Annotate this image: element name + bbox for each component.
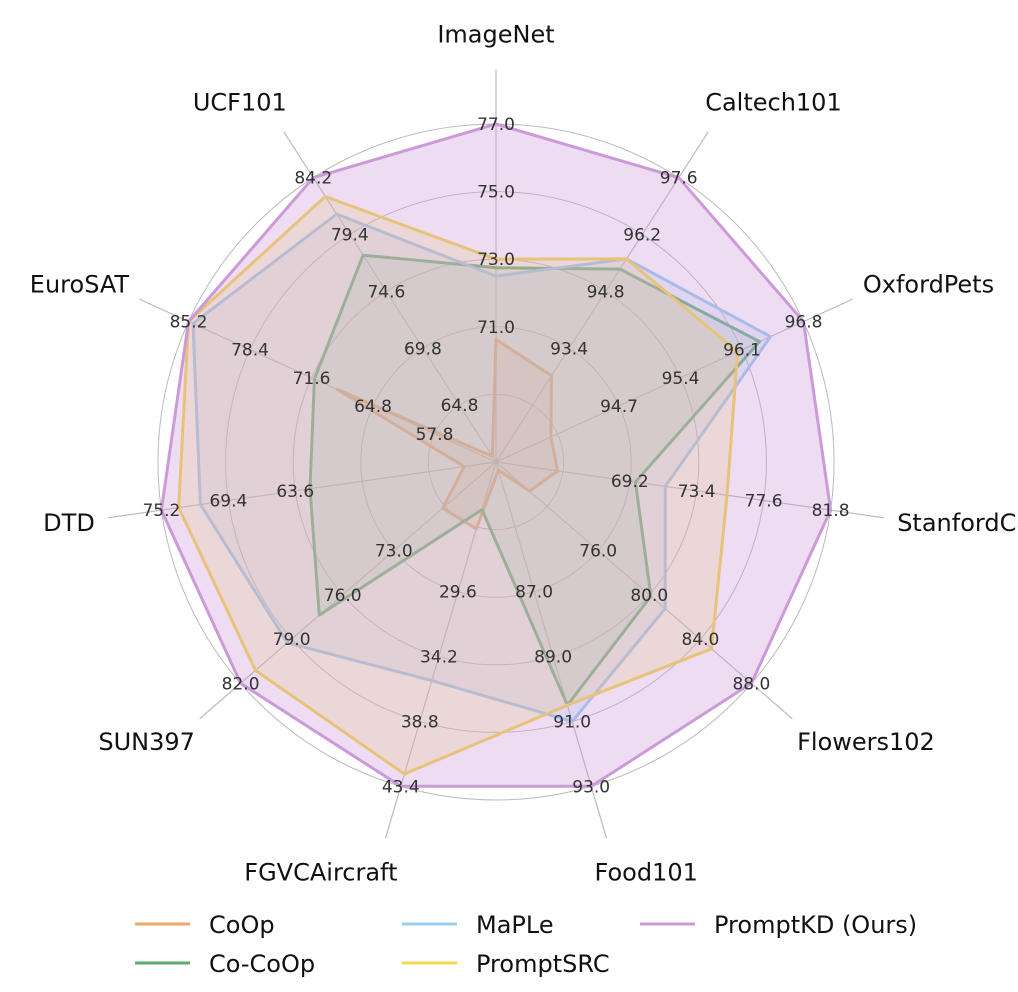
tick-label-food101: 89.0 (534, 648, 572, 668)
spoke-oxfordpets (495, 298, 853, 463)
tick-label-dtd: 63.6 (276, 482, 314, 502)
tick-label-flowers102: 80.0 (630, 586, 668, 606)
tick-label-fgvcaircraft: 38.8 (401, 712, 439, 732)
legend-label: MaPLe (476, 911, 554, 939)
tick-label-flowers102: 88.0 (732, 674, 770, 694)
tick-label-caltech101: 97.6 (660, 169, 698, 189)
tick-label-caltech101: 94.8 (587, 282, 625, 302)
tick-label-imagenet: 75.0 (477, 183, 515, 203)
tick-label-eurosat: 85.2 (170, 313, 208, 333)
axis-label-oxfordpets: OxfordPets (863, 270, 994, 298)
tick-label-fgvcaircraft: 29.6 (439, 583, 477, 603)
tick-label-stanfordcars: 81.8 (812, 501, 850, 521)
spoke-ucf101 (283, 131, 497, 463)
axis-label-food101: Food101 (595, 858, 698, 886)
legend-item-promptsrc: PromptSRC (402, 950, 610, 978)
tick-label-oxfordpets: 96.8 (785, 313, 823, 333)
tick-label-eurosat: 57.8 (416, 425, 454, 445)
spoke-food101 (495, 461, 608, 839)
tick-label-sun397: 82.0 (222, 674, 260, 694)
tick-label-flowers102: 84.0 (681, 630, 719, 650)
tick-label-sun397: 73.0 (375, 542, 413, 562)
tick-label-ucf101: 74.6 (367, 282, 405, 302)
spoke-flowers102 (495, 461, 793, 720)
legend: CoOp Co-CoOp MaPLe PromptSRC PromptKD (Ours) (135, 911, 917, 978)
tick-label-oxfordpets: 95.4 (662, 369, 700, 389)
spoke-dtd (107, 461, 497, 519)
series-co-coop (308, 253, 761, 707)
tick-label-food101: 93.0 (572, 777, 610, 797)
tick-label-ucf101: 84.2 (294, 169, 332, 189)
series-promptsrc (177, 195, 740, 776)
tick-label-oxfordpets: 96.1 (723, 341, 761, 361)
tick-label-fgvcaircraft: 43.4 (382, 777, 420, 797)
legend-label: Co-CoOp (209, 950, 315, 978)
tick-label-ucf101: 79.4 (331, 226, 369, 246)
tick-label-caltech101: 96.2 (623, 226, 661, 246)
series-promptkd-ours (159, 122, 833, 788)
tick-label-oxfordpets: 94.7 (600, 397, 638, 417)
tick-label-sun397: 76.0 (324, 586, 362, 606)
series-maple (191, 212, 772, 723)
spoke-caltech101 (495, 131, 709, 463)
tick-label-eurosat: 64.8 (354, 397, 392, 417)
radar-grid (107, 69, 885, 839)
legend-item-co-coop: Co-CoOp (135, 950, 315, 978)
tick-label-imagenet: 77.0 (477, 115, 515, 135)
axis-label-fgvcaircraft: FGVCAircraft (244, 858, 397, 886)
legend-item-promptkd-ours: PromptKD (Ours) (640, 911, 917, 939)
axis-label-sun397: SUN397 (98, 728, 195, 756)
spoke-stanfordcars (495, 461, 885, 519)
legend-item-coop: CoOp (135, 911, 275, 939)
legend-label: PromptSRC (476, 950, 610, 978)
tick-label-ucf101: 64.8 (441, 396, 479, 416)
radar-axis-labels: ImageNet Caltech101 OxfordPets StanfordCars… (30, 20, 1018, 886)
axis-label-ucf101: UCF101 (193, 88, 287, 116)
axis-label-eurosat: EuroSAT (30, 270, 130, 298)
spoke-sun397 (199, 461, 497, 720)
tick-label-eurosat: 78.4 (231, 341, 269, 361)
tick-label-dtd: 69.4 (209, 492, 247, 512)
tick-label-imagenet: 71.0 (477, 318, 515, 338)
tick-label-stanfordcars: 77.6 (745, 492, 783, 512)
tick-label-food101: 91.0 (553, 712, 591, 732)
legend-item-maple: MaPLe (402, 911, 554, 939)
tick-label-fgvcaircraft: 34.2 (420, 648, 458, 668)
tick-label-stanfordcars: 73.4 (678, 482, 716, 502)
tick-label-imagenet: 73.0 (477, 250, 515, 270)
series-coop (335, 338, 560, 531)
axis-label-flowers102: Flowers102 (797, 728, 935, 756)
tick-label-flowers102: 76.0 (579, 542, 617, 562)
tick-label-eurosat: 71.6 (293, 369, 331, 389)
tick-label-dtd: 75.2 (142, 501, 180, 521)
legend-label: PromptKD (Ours) (714, 911, 917, 939)
tick-label-caltech101: 93.4 (550, 339, 588, 359)
tick-label-food101: 87.0 (515, 583, 553, 603)
spoke-eurosat (139, 298, 497, 463)
tick-label-ucf101: 69.8 (404, 339, 442, 359)
axis-label-imagenet: ImageNet (437, 20, 554, 48)
axis-label-caltech101: Caltech101 (705, 88, 842, 116)
radar-series (159, 122, 833, 788)
tick-label-sun397: 79.0 (273, 630, 311, 650)
axis-label-dtd: DTD (43, 509, 95, 537)
axis-label-stanfordcars: StanfordCars (897, 509, 1018, 537)
legend-label: CoOp (209, 911, 275, 939)
radar-tick-labels: 71.0 73.0 75.0 77.0 93.4 94.8 96.2 97.6 94.7 95.4… (142, 115, 849, 797)
tick-label-stanfordcars: 69.2 (611, 472, 649, 492)
